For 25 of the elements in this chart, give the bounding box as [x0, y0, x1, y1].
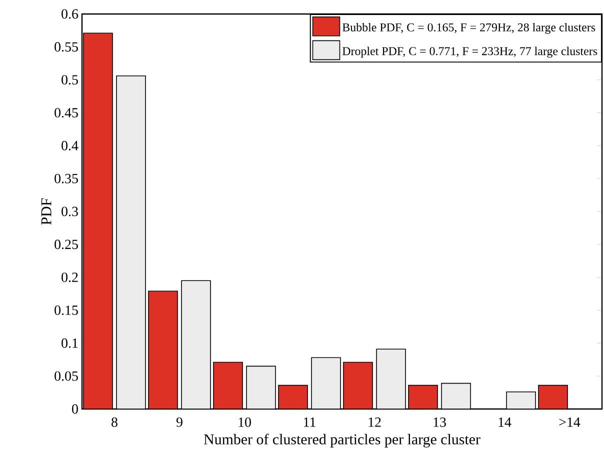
- x-tick-label: 13: [434, 418, 446, 427]
- y-axis-title: PDF: [41, 198, 52, 225]
- y-tick-label: 0.55: [54, 42, 78, 52]
- y-tick-label: 0.2: [62, 272, 78, 282]
- y-tick-label: 0.5: [62, 75, 78, 85]
- y-tick-label: 0.35: [54, 174, 78, 184]
- y-tick-label: 0.25: [54, 240, 78, 250]
- x-tick-label: 9: [176, 418, 182, 427]
- y-tick-label: 0.45: [54, 108, 78, 118]
- x-tick-label: 8: [112, 417, 118, 427]
- y-tick-label: 0.1: [62, 338, 78, 348]
- x-tick-label: 10: [238, 417, 251, 427]
- legend-label: Bubble PDF, C = 0.165, F = 279Hz, 28 large clusters: [342, 22, 596, 34]
- x-tick-label: 11: [304, 417, 316, 427]
- y-tick-label: 0.3: [62, 206, 78, 216]
- x-axis-title: Number of clustered particles per large cluster: [204, 434, 480, 448]
- legend-label: Droplet PDF, C = 0.771, F = 233Hz, 77 large clusters: [342, 46, 598, 58]
- y-tick-label: 0.15: [54, 306, 78, 315]
- y-tick-label: 0: [72, 404, 78, 414]
- y-tick-label: 0.4: [62, 140, 78, 150]
- x-tick-label: 14: [498, 417, 512, 427]
- x-tick-label: 12: [368, 418, 381, 427]
- x-tick-label: >14: [559, 417, 580, 427]
- y-tick-label: 0.05: [54, 371, 78, 381]
- y-tick-label: 0.6: [62, 9, 78, 19]
